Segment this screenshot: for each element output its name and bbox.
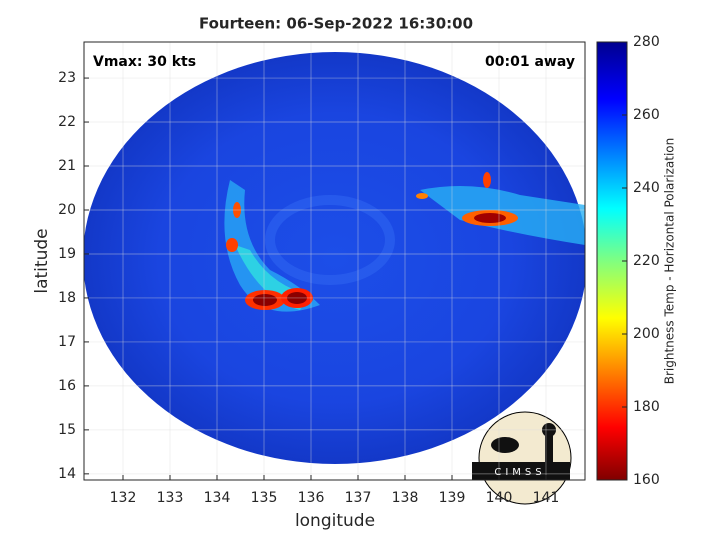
colorbar-tick-label: 160 bbox=[633, 472, 660, 488]
y-tick-label: 18 bbox=[58, 290, 76, 306]
x-tick-label: 139 bbox=[439, 490, 466, 506]
watermark: CIMSS bbox=[494, 467, 545, 478]
x-tick-label: 134 bbox=[204, 490, 231, 506]
x-tick-label: 132 bbox=[110, 490, 137, 506]
y-tick-label: 23 bbox=[58, 70, 76, 86]
grid bbox=[84, 42, 585, 480]
y-tick-label: 15 bbox=[58, 422, 76, 438]
cimss-logo: CIMSS bbox=[472, 411, 572, 505]
x-tick-label: 136 bbox=[298, 490, 325, 506]
plot-frame bbox=[83, 41, 586, 481]
x-tick-label: 135 bbox=[251, 490, 278, 506]
chart-title: Fourteen: 06-Sep-2022 16:30:00 bbox=[199, 15, 473, 33]
x-tick-label: 137 bbox=[345, 490, 372, 506]
x-axis-label: longitude bbox=[295, 511, 375, 531]
satellite-image bbox=[84, 52, 585, 464]
colorbar-tick-label: 280 bbox=[633, 34, 660, 50]
colorbar-tick-label: 240 bbox=[633, 180, 660, 196]
colorbar-tick-label: 180 bbox=[633, 399, 660, 415]
x-tick-label: 138 bbox=[392, 490, 419, 506]
colorbar-label: Brightness Temp - Horizontal Polarizatio… bbox=[663, 138, 677, 385]
y-tick-label: 19 bbox=[58, 246, 76, 262]
colorbar-tick-label: 220 bbox=[633, 253, 660, 269]
colorbar-tick-label: 260 bbox=[633, 107, 660, 123]
y-tick-label: 21 bbox=[58, 158, 76, 174]
y-tick-label: 17 bbox=[58, 334, 76, 350]
x-tick-label: 133 bbox=[157, 490, 184, 506]
y-tick-label: 16 bbox=[58, 378, 76, 394]
colorbar-tick-label: 200 bbox=[633, 326, 660, 342]
y-tick-label: 22 bbox=[58, 114, 76, 130]
y-tick-label: 14 bbox=[58, 466, 76, 482]
y-axis-label: latitude bbox=[32, 228, 52, 293]
annotation: Vmax: 30 kts bbox=[93, 54, 196, 70]
x-tick-label: 141 bbox=[533, 490, 560, 506]
x-tick-label: 140 bbox=[486, 490, 513, 506]
annotation: 00:01 away bbox=[485, 54, 575, 70]
y-tick-label: 20 bbox=[58, 202, 76, 218]
